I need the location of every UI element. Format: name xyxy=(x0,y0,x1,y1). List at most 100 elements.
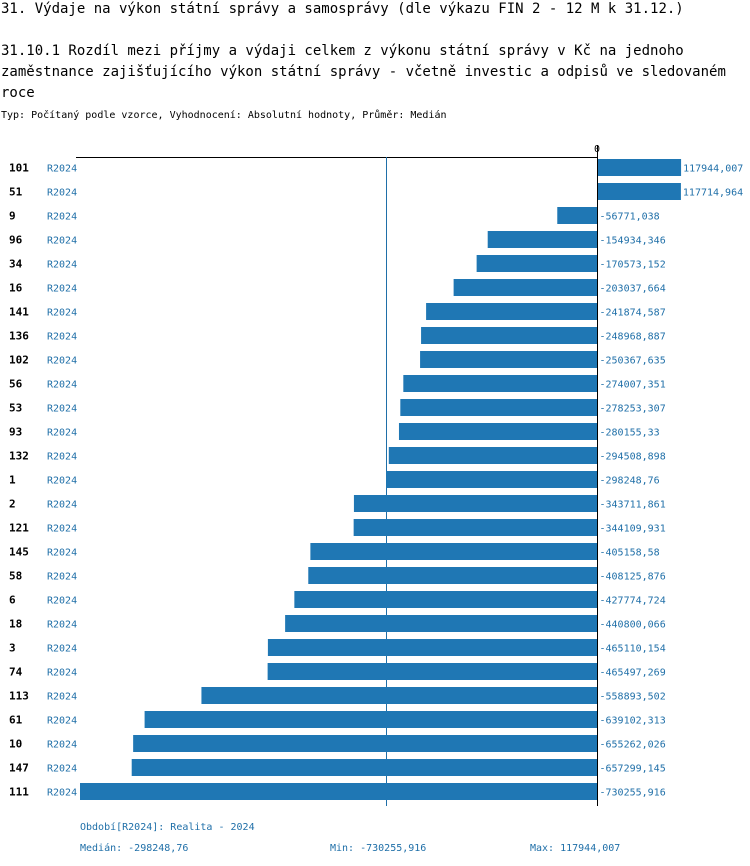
chart-title: 31. Výdaje na výkon státní správy a samo… xyxy=(1,1,684,17)
period-label: R2024 xyxy=(47,572,77,583)
value-label: -280155,33 xyxy=(600,428,660,439)
category-label: 10 xyxy=(9,738,22,751)
category-label: 6 xyxy=(9,594,16,607)
period-label: R2024 xyxy=(47,524,77,535)
footer-median: Medián: -298248,76 xyxy=(80,843,189,854)
category-label: 113 xyxy=(9,690,29,703)
value-label: -154934,346 xyxy=(600,236,666,247)
value-label: -56771,038 xyxy=(600,212,660,223)
bar xyxy=(597,159,682,176)
bar xyxy=(453,279,598,296)
bar xyxy=(597,183,681,200)
bar xyxy=(487,231,598,248)
footer-min: Min: -730255,916 xyxy=(330,843,427,854)
type-description: Typ: Počítaný podle vzorce, Vyhodnocení:… xyxy=(1,110,447,121)
category-label: 101 xyxy=(9,162,29,175)
value-label: -655262,026 xyxy=(600,740,666,751)
value-label: -250367,635 xyxy=(600,356,666,367)
category-label: 136 xyxy=(9,330,29,343)
value-label: -465110,154 xyxy=(600,644,666,655)
category-label: 61 xyxy=(9,714,23,727)
bar xyxy=(353,495,598,512)
category-label: 121 xyxy=(9,522,29,535)
bar xyxy=(388,447,598,464)
period-label: R2024 xyxy=(47,260,77,271)
period-label: R2024 xyxy=(47,236,77,247)
category-label: 3 xyxy=(9,642,16,655)
category-label: 34 xyxy=(9,258,23,271)
bar xyxy=(201,687,598,704)
period-label: R2024 xyxy=(47,332,77,343)
value-label: -657299,145 xyxy=(600,764,666,775)
bar xyxy=(426,303,598,320)
bar xyxy=(285,615,598,632)
category-label: 145 xyxy=(9,546,29,559)
value-label: -344109,931 xyxy=(600,524,666,535)
period-label: R2024 xyxy=(47,428,77,439)
value-label: -278253,307 xyxy=(600,404,666,415)
bar xyxy=(353,519,598,536)
category-label: 141 xyxy=(9,306,29,319)
value-label: -241874,587 xyxy=(600,308,666,319)
bar xyxy=(557,207,598,224)
category-label: 147 xyxy=(9,762,29,775)
bar xyxy=(420,351,598,368)
period-label: R2024 xyxy=(47,380,77,391)
category-label: 58 xyxy=(9,570,22,583)
value-label: -465497,269 xyxy=(600,668,666,679)
period-label: R2024 xyxy=(47,788,77,799)
category-label: 74 xyxy=(9,666,23,679)
bar xyxy=(403,375,598,392)
category-label: 1 xyxy=(9,474,16,487)
category-label: 111 xyxy=(9,786,29,799)
value-label: 117714,964 xyxy=(683,188,743,199)
period-label: R2024 xyxy=(47,500,77,511)
period-label: R2024 xyxy=(47,212,77,223)
value-label: -730255,916 xyxy=(600,788,666,799)
category-label: 96 xyxy=(9,234,23,247)
value-label: -440800,066 xyxy=(600,620,666,631)
period-label: R2024 xyxy=(47,164,77,175)
period-label: R2024 xyxy=(47,188,77,199)
category-label: 132 xyxy=(9,450,29,463)
value-label: -408125,876 xyxy=(600,572,666,583)
value-label: -427774,724 xyxy=(600,596,666,607)
period-label: R2024 xyxy=(47,716,77,727)
period-label: R2024 xyxy=(47,644,77,655)
value-label: -558893,502 xyxy=(600,692,666,703)
period-label: R2024 xyxy=(47,284,77,295)
value-label: -170573,152 xyxy=(600,260,666,271)
bar xyxy=(421,327,598,344)
value-label: -405158,58 xyxy=(600,548,660,559)
value-label: -294508,898 xyxy=(600,452,666,463)
period-label: R2024 xyxy=(47,356,77,367)
value-label: -639102,313 xyxy=(600,716,666,727)
value-label: -343711,861 xyxy=(600,500,666,511)
category-label: 56 xyxy=(9,378,23,391)
period-label: R2024 xyxy=(47,476,77,487)
bar xyxy=(267,663,598,680)
period-label: R2024 xyxy=(47,596,77,607)
bar xyxy=(144,711,598,728)
footer-period: Období[R2024]: Realita - 2024 xyxy=(80,822,255,833)
period-label: R2024 xyxy=(47,740,77,751)
period-label: R2024 xyxy=(47,452,77,463)
period-label: R2024 xyxy=(47,692,77,703)
bar xyxy=(133,735,598,752)
period-label: R2024 xyxy=(47,668,77,679)
category-label: 2 xyxy=(9,498,16,511)
period-label: R2024 xyxy=(47,308,77,319)
category-label: 93 xyxy=(9,426,22,439)
bar xyxy=(80,783,598,800)
bar xyxy=(310,543,598,560)
value-label: -248968,887 xyxy=(600,332,666,343)
bar xyxy=(386,471,598,488)
category-label: 53 xyxy=(9,402,22,415)
bar xyxy=(267,639,598,656)
bar xyxy=(400,399,598,416)
bar xyxy=(294,591,598,608)
bar xyxy=(398,423,598,440)
category-label: 9 xyxy=(9,210,16,223)
